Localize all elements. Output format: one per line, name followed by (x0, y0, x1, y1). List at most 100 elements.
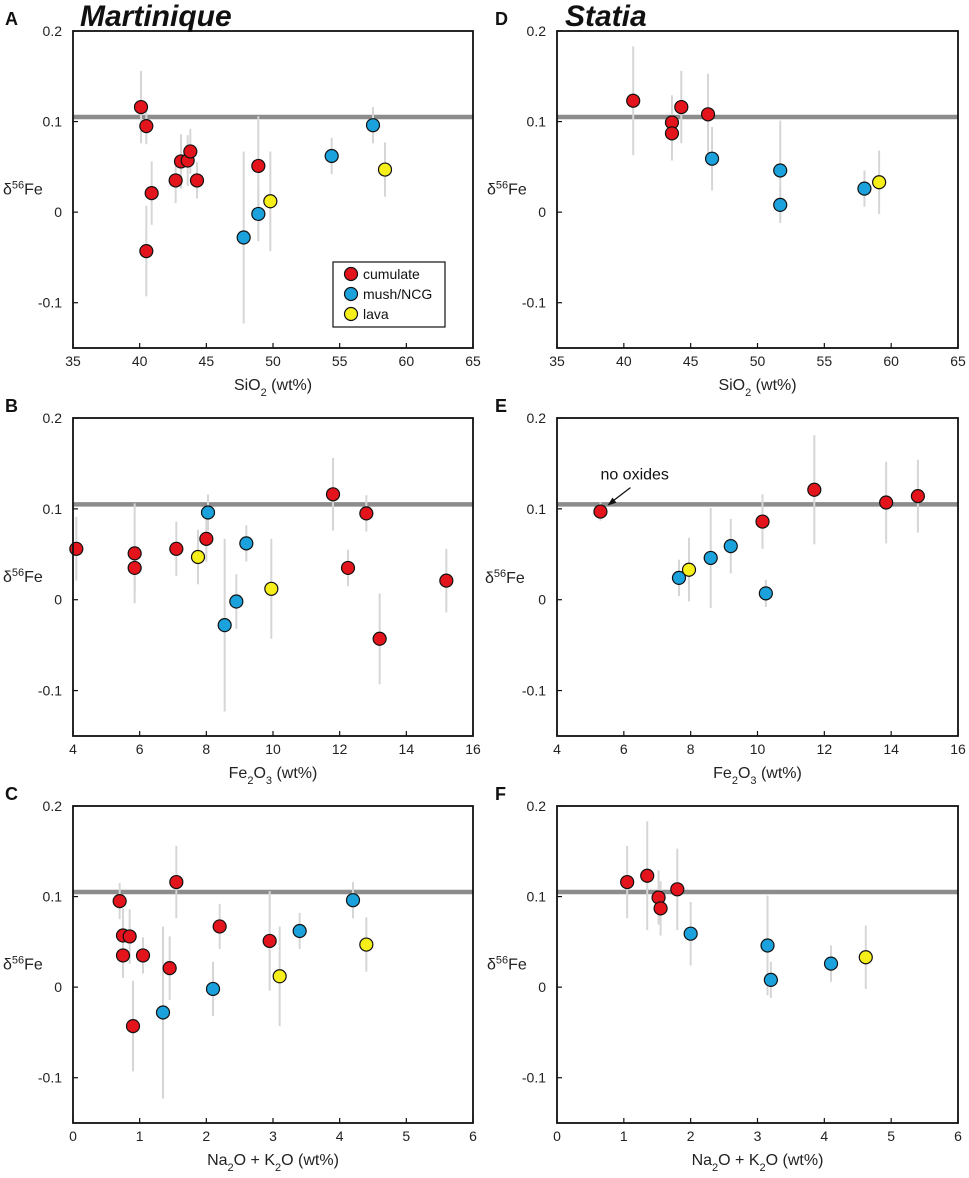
data-point-cumulate (620, 874, 635, 890)
y-tick-label: -0.1 (38, 683, 62, 699)
x-tick-label: 1 (136, 1128, 144, 1144)
y-axis-label: δ56Fe (3, 955, 43, 974)
data-point-mush-ncg (671, 570, 687, 586)
x-tick-label: 65 (465, 353, 481, 369)
data-point-mush-ncg (229, 594, 244, 609)
x-axis-label: Fe2O3 (wt%) (713, 765, 802, 787)
data-point-lava (681, 562, 697, 577)
data-point-lava (359, 937, 374, 952)
x-tick-label: 16 (465, 741, 481, 757)
data-point-cumulate (125, 1018, 141, 1034)
x-tick-label: 12 (332, 741, 348, 757)
panel-letter: C (5, 784, 18, 804)
data-point-lava (190, 549, 206, 565)
data-point-lava (377, 162, 393, 177)
y-tick-label: -0.1 (522, 683, 546, 699)
data-point-mush-ncg (345, 893, 361, 908)
y-tick-label: 0 (54, 592, 62, 608)
legend-marker (343, 306, 359, 322)
y-tick-label: 0.1 (527, 889, 547, 905)
x-axis-label: SiO2 (wt%) (718, 377, 796, 399)
x-tick-label: 45 (683, 353, 699, 369)
x-axis-label: Na2O + K2O (wt%) (207, 1152, 339, 1174)
data-point-cumulate (212, 919, 227, 934)
data-point-cumulate (127, 546, 142, 561)
x-tick-label: 50 (265, 353, 281, 369)
data-point-cumulate (183, 144, 198, 159)
x-tick-label: 4 (69, 741, 77, 757)
annotation-arrowhead (607, 497, 617, 506)
plot-frame (72, 417, 474, 737)
x-tick-label: 6 (954, 1128, 962, 1144)
data-point-cumulate (670, 882, 685, 897)
data-point-cumulate (593, 504, 608, 519)
data-point-mush-ncg (365, 118, 381, 133)
x-tick-label: 4 (336, 1128, 344, 1144)
data-point-cumulate (653, 901, 668, 916)
x-axis-label: Na2O + K2O (wt%) (692, 1152, 824, 1174)
x-tick-label: 5 (887, 1128, 895, 1144)
legend: cumulate mush/NCG lava (332, 261, 446, 328)
y-tick-label: 0.2 (527, 23, 547, 39)
y-axis-label: δ56Fe (485, 568, 525, 587)
panel-letter: B (5, 396, 18, 416)
annotation-no-oxides: no oxides (600, 467, 669, 484)
plot-frame (72, 805, 474, 1124)
data-point-mush-ncg (205, 981, 221, 997)
y-tick-label: 0.1 (527, 114, 547, 130)
data-point-lava (858, 950, 873, 965)
data-point-cumulate (340, 560, 356, 576)
panel-letter: D (495, 9, 508, 29)
x-tick-label: 6 (620, 741, 628, 757)
x-tick-label: 5 (402, 1128, 410, 1144)
data-point-lava (264, 581, 279, 596)
panel-b: B 4 6 8 10 12 14 16 -0.1 0 0.1 0.2 Fe2O3 (wt%) δ56Fe (3, 396, 481, 787)
data-point-cumulate (439, 573, 454, 588)
data-point-mush-ncg (217, 618, 232, 633)
data-point-mush-ncg (703, 550, 718, 566)
data-point-cumulate (169, 541, 184, 556)
data-point-mush-ncg (723, 539, 738, 554)
data-point-mush-ncg (773, 197, 788, 212)
data-point-cumulate (251, 158, 266, 174)
x-tick-label: 14 (883, 741, 899, 757)
x-tick-label: 3 (269, 1128, 277, 1144)
y-tick-label: 0 (54, 979, 62, 995)
x-tick-label: 35 (549, 353, 565, 369)
data-point-mush-ncg (758, 586, 773, 601)
x-tick-label: 16 (950, 741, 966, 757)
y-axis-label: δ56Fe (487, 180, 527, 199)
x-tick-label: 3 (754, 1128, 762, 1144)
legend-label: lava (363, 306, 389, 322)
x-tick-label: 6 (136, 741, 144, 757)
data-point-cumulate (664, 126, 680, 141)
y-axis-label: δ56Fe (487, 955, 527, 974)
x-tick-label: 10 (750, 741, 766, 757)
y-tick-label: -0.1 (38, 295, 62, 311)
x-tick-label: 0 (553, 1128, 561, 1144)
data-point-cumulate (115, 948, 131, 963)
data-point-cumulate (169, 874, 184, 890)
data-point-cumulate (168, 173, 183, 188)
data-point-mush-ncg (823, 956, 839, 971)
data-point-cumulate (69, 541, 84, 556)
y-tick-label: 0 (538, 592, 546, 608)
x-tick-label: 35 (65, 353, 81, 369)
data-point-cumulate (674, 99, 689, 115)
x-tick-label: 6 (469, 1128, 477, 1144)
data-point-cumulate (640, 868, 655, 883)
x-axis-label: SiO2 (wt%) (234, 377, 312, 399)
y-tick-label: 0.2 (43, 798, 63, 814)
data-point-cumulate (262, 933, 277, 949)
data-point-mush-ncg (251, 206, 266, 222)
x-tick-label: 2 (687, 1128, 695, 1144)
data-point-cumulate (626, 93, 641, 108)
panel-c: C 0 1 2 3 4 5 6 -0.1 0 0.1 0.2 Na2O + K2O (wt%) δ56Fe (3, 784, 477, 1174)
title-statia: Statia (565, 0, 647, 33)
panel-a: A 35 40 45 50 55 60 65 -0.1 0 0.1 0.2 SiO2 (wt%) δ56F… (3, 9, 481, 399)
data-point-cumulate (910, 489, 926, 504)
panel-letter: E (495, 396, 507, 416)
data-point-mush-ncg (292, 923, 307, 939)
data-point-cumulate (199, 531, 214, 546)
